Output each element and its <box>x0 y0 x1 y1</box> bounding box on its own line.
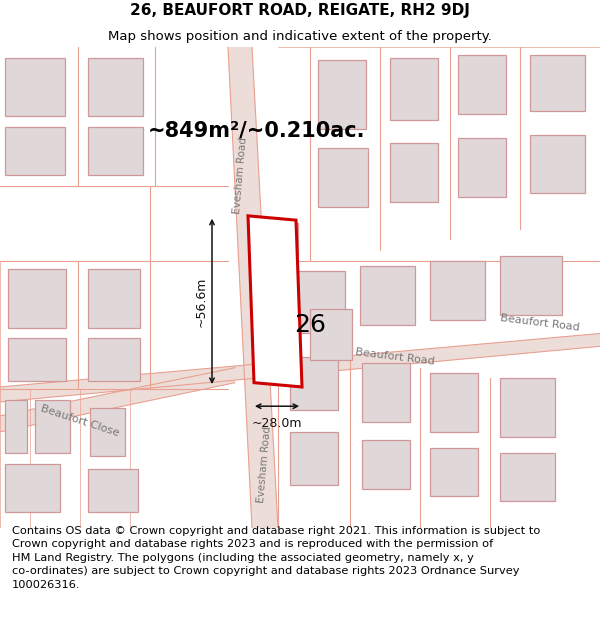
Bar <box>90 408 125 456</box>
Bar <box>88 58 143 116</box>
Text: Beaufort Road: Beaufort Road <box>355 348 435 367</box>
Bar <box>500 378 555 438</box>
Text: ~849m²/~0.210ac.: ~849m²/~0.210ac. <box>148 120 365 140</box>
Polygon shape <box>0 368 235 432</box>
Bar <box>430 448 478 496</box>
Bar <box>5 58 65 116</box>
Bar <box>530 134 585 193</box>
Polygon shape <box>0 334 600 402</box>
Bar <box>318 60 366 129</box>
Bar <box>362 363 410 423</box>
Bar <box>318 149 368 208</box>
Polygon shape <box>228 47 278 528</box>
Bar <box>430 373 478 432</box>
Bar <box>530 56 585 111</box>
Bar <box>362 441 410 489</box>
Text: Contains OS data © Crown copyright and database right 2021. This information is : Contains OS data © Crown copyright and d… <box>12 526 541 590</box>
Text: Map shows position and indicative extent of the property.: Map shows position and indicative extent… <box>108 30 492 43</box>
Bar <box>310 309 352 360</box>
Bar <box>88 469 138 512</box>
Bar <box>290 432 338 486</box>
Bar <box>8 269 66 328</box>
Bar <box>390 143 438 202</box>
Bar <box>500 453 555 501</box>
Bar <box>260 223 298 256</box>
Bar <box>5 127 65 175</box>
Bar <box>35 400 70 453</box>
Bar <box>5 400 27 453</box>
Bar <box>430 261 485 319</box>
Text: Beaufort Road: Beaufort Road <box>500 313 580 332</box>
Bar <box>88 338 140 381</box>
Bar <box>360 266 415 325</box>
Text: Evesham Road: Evesham Road <box>232 136 248 214</box>
Text: Evesham Road: Evesham Road <box>256 425 272 503</box>
Text: 26, BEAUFORT ROAD, REIGATE, RH2 9DJ: 26, BEAUFORT ROAD, REIGATE, RH2 9DJ <box>130 2 470 18</box>
Bar <box>290 271 345 334</box>
Polygon shape <box>248 216 302 387</box>
Bar <box>500 256 562 315</box>
Bar <box>290 357 338 411</box>
Bar <box>390 58 438 119</box>
Bar <box>5 464 60 512</box>
Bar <box>88 127 143 175</box>
Text: 26: 26 <box>294 313 326 337</box>
Bar <box>8 338 66 381</box>
Text: ~56.6m: ~56.6m <box>195 276 208 327</box>
Text: ~28.0m: ~28.0m <box>252 417 302 430</box>
Text: Beaufort Close: Beaufort Close <box>40 404 121 439</box>
Bar <box>458 138 506 197</box>
Bar <box>88 269 140 328</box>
Bar <box>458 56 506 114</box>
